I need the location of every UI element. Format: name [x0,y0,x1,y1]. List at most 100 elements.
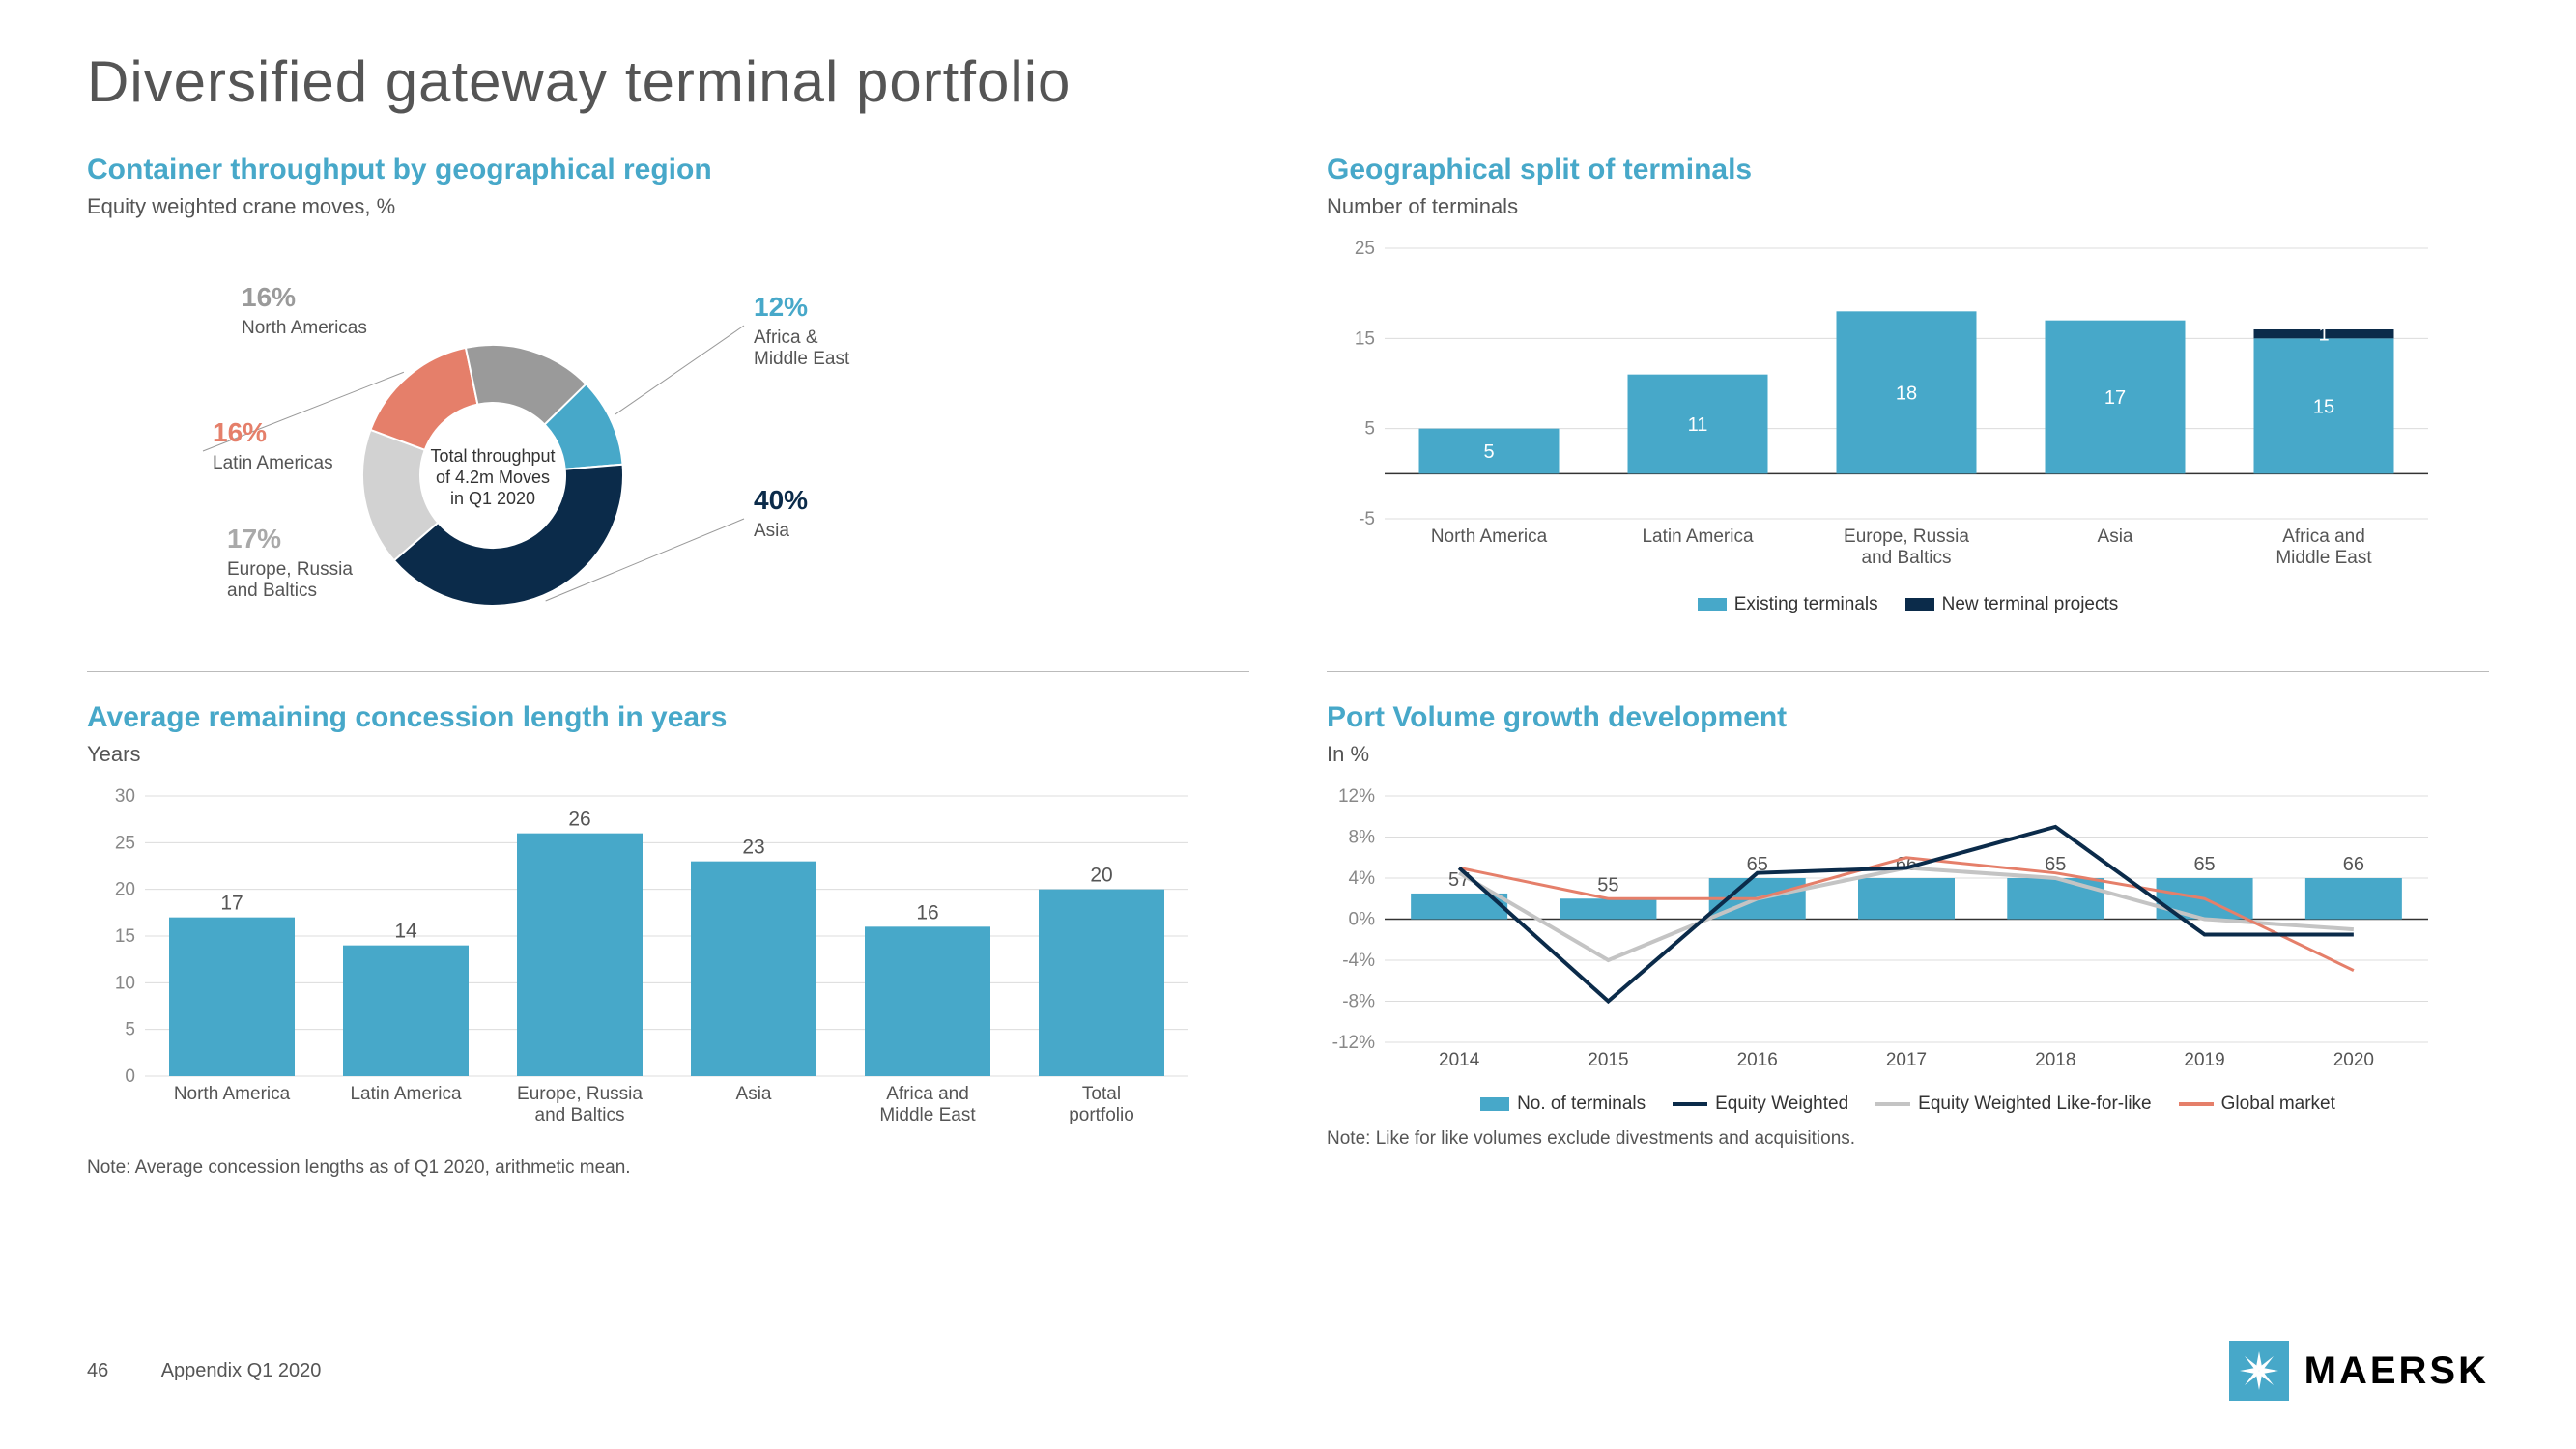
legend-gm: Global market [2221,1094,2335,1115]
page-title: Diversified gateway terminal portfolio [87,48,2489,115]
appendix-label: Appendix Q1 2020 [161,1360,322,1381]
port-chart: -12%-8%-4%0%4%8%12%572014552015652016662… [1327,786,2438,1086]
svg-text:11: 11 [1688,414,1708,436]
svg-text:1: 1 [2318,325,2329,346]
svg-text:26: 26 [568,809,590,831]
svg-text:Africa and: Africa and [2282,526,2365,547]
svg-text:Asia: Asia [736,1084,772,1104]
logo-star-icon [2229,1341,2289,1401]
svg-text:65: 65 [2193,854,2215,875]
svg-text:10: 10 [115,973,135,993]
svg-text:Latin Americas: Latin Americas [213,453,333,473]
svg-text:-5: -5 [1359,509,1375,529]
svg-text:and Baltics: and Baltics [227,581,317,601]
svg-text:15: 15 [1355,328,1375,349]
svg-text:12%: 12% [754,292,808,322]
svg-text:Europe, Russia: Europe, Russia [517,1084,643,1104]
svg-text:Total throughput: Total throughput [430,446,555,466]
svg-text:4%: 4% [1349,868,1376,889]
svg-text:15: 15 [2313,396,2334,417]
svg-text:Africa &: Africa & [754,327,818,348]
donut-title: Container throughput by geographical reg… [87,154,1249,186]
svg-text:25: 25 [115,833,135,853]
page-number: 46 [87,1360,108,1381]
geo-title: Geographical split of terminals [1327,154,2489,186]
svg-text:5: 5 [1364,419,1375,440]
svg-text:40%: 40% [754,485,808,515]
svg-text:of 4.2m Moves: of 4.2m Moves [436,468,550,487]
svg-text:in Q1 2020: in Q1 2020 [450,489,535,508]
svg-text:Middle East: Middle East [2275,548,2372,568]
svg-text:2017: 2017 [1886,1050,1927,1070]
svg-text:Latin America: Latin America [350,1084,462,1104]
svg-text:18: 18 [1896,383,1917,404]
svg-text:portfolio: portfolio [1069,1105,1134,1125]
svg-text:-12%: -12% [1332,1033,1375,1053]
svg-text:and Baltics: and Baltics [1862,548,1952,568]
svg-text:Middle East: Middle East [754,349,850,369]
svg-text:2019: 2019 [2184,1050,2224,1070]
svg-text:17%: 17% [227,524,281,554]
svg-text:and Baltics: and Baltics [535,1105,625,1125]
svg-text:Middle East: Middle East [879,1105,976,1125]
svg-text:55: 55 [1597,874,1618,895]
svg-text:North Americas: North Americas [242,318,367,338]
legend-new: New terminal projects [1942,594,2119,615]
svg-text:12%: 12% [1338,786,1375,807]
svg-text:2014: 2014 [1439,1050,1480,1070]
concession-note: Note: Average concession lengths as of Q… [87,1157,1249,1179]
port-section: Port Volume growth development In % -12%… [1327,701,2489,1196]
geo-section: Geographical split of terminals Number o… [1327,154,2489,672]
svg-text:30: 30 [115,786,135,807]
svg-text:Africa and: Africa and [886,1084,969,1104]
svg-text:0: 0 [125,1066,135,1087]
legend-ew: Equity Weighted [1715,1094,1848,1115]
concession-section: Average remaining concession length in y… [87,701,1249,1196]
svg-text:Latin America: Latin America [1642,526,1754,547]
logo: MAERSK [2229,1341,2489,1401]
port-legend: No. of terminals Equity Weighted Equity … [1327,1094,2489,1115]
svg-text:Asia: Asia [2098,526,2133,547]
geo-subtitle: Number of terminals [1327,194,2489,219]
svg-text:25: 25 [1355,239,1375,259]
legend-bars: No. of terminals [1517,1094,1646,1115]
geo-chart: -5 5 15 25 5 North America 11 Latin America 18 Eu… [1327,239,2438,586]
svg-text:-8%: -8% [1342,992,1375,1012]
svg-text:2016: 2016 [1737,1050,1778,1070]
svg-text:23: 23 [742,837,764,859]
svg-text:Total: Total [1082,1084,1121,1104]
svg-text:14: 14 [394,921,417,943]
svg-text:16%: 16% [242,282,296,312]
donut-chart: 12% Africa &Middle East 40% Asia 17% Europe, … [87,239,1198,654]
svg-text:15: 15 [115,926,135,947]
svg-text:20: 20 [1090,865,1112,887]
concession-chart: 05101520253017North America14Latin Ameri… [87,786,1198,1144]
legend-lfl: Equity Weighted Like-for-like [1918,1094,2151,1115]
svg-text:16: 16 [916,901,938,923]
svg-text:2018: 2018 [2035,1050,2075,1070]
concession-subtitle: Years [87,742,1249,767]
donut-subtitle: Equity weighted crane moves, % [87,194,1249,219]
legend-existing: Existing terminals [1734,594,1878,615]
svg-text:66: 66 [2343,854,2364,875]
svg-text:North America: North America [174,1084,291,1104]
svg-text:20: 20 [115,880,135,900]
svg-text:Europe, Russia: Europe, Russia [227,559,353,580]
svg-text:0%: 0% [1349,910,1376,930]
svg-text:5: 5 [1483,441,1494,463]
concession-title: Average remaining concession length in y… [87,701,1249,734]
svg-text:Europe, Russia: Europe, Russia [1844,526,1969,547]
svg-text:17: 17 [2104,387,2126,409]
port-title: Port Volume growth development [1327,701,2489,734]
svg-text:2015: 2015 [1588,1050,1628,1070]
svg-text:Asia: Asia [754,521,789,541]
svg-text:16%: 16% [213,417,267,447]
svg-text:2020: 2020 [2333,1050,2374,1070]
svg-text:-4%: -4% [1342,951,1375,971]
port-subtitle: In % [1327,742,2489,767]
geo-legend: Existing terminals New terminal projects [1327,594,2489,615]
port-note: Note: Like for like volumes exclude dive… [1327,1128,2489,1150]
footer: 46 Appendix Q1 2020 MAERSK [87,1341,2489,1401]
svg-text:North America: North America [1431,526,1548,547]
svg-text:8%: 8% [1349,828,1376,848]
